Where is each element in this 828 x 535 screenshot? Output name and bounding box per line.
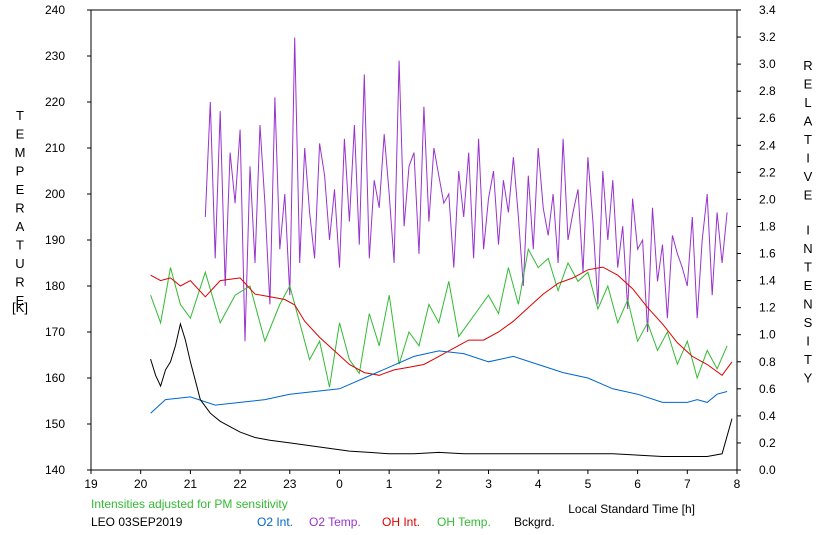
left-tick-label: 170: [45, 325, 65, 339]
series-line-o2-temp: [204, 37, 728, 342]
axis-label-letter: I: [806, 334, 810, 349]
axis-label-letter: T: [16, 238, 24, 253]
left-tick-label: 210: [45, 141, 65, 155]
left-tick-label: 240: [45, 3, 65, 17]
axis-label-letter: S: [804, 315, 813, 330]
right-tick-label: 0.4: [759, 409, 776, 423]
right-tick-label: 1.6: [759, 247, 776, 261]
axis-ticks: 1401501601701801902002102202302400.00.20…: [45, 3, 776, 491]
axis-label-letter: E: [804, 188, 813, 203]
x-tick-label: 3: [485, 477, 492, 491]
x-tick-label: 21: [184, 477, 198, 491]
right-tick-label: 0.2: [759, 436, 776, 450]
right-tick-label: 2.2: [759, 165, 776, 179]
right-tick-label: 3.0: [759, 57, 776, 71]
right-tick-label: 0.6: [759, 382, 776, 396]
series-line-oh-temp: [150, 247, 728, 388]
series-line-oh-int: [150, 266, 733, 376]
legend-o2-int: O2 Int.: [257, 515, 293, 529]
left-tick-label: 180: [45, 279, 65, 293]
axis-label-letter: E: [16, 182, 25, 197]
left-tick-label: 150: [45, 417, 65, 431]
series-line-o2-int: [150, 350, 728, 414]
x-tick-label: 19: [84, 477, 98, 491]
station-date: LEO 03SEP2019: [91, 515, 183, 529]
axis-label-letter: U: [15, 256, 24, 271]
left-tick-label: 190: [45, 233, 65, 247]
axis-label-letter: T: [804, 352, 812, 367]
axis-label-letter: I: [806, 223, 810, 238]
x-tick-label: 23: [283, 477, 297, 491]
axis-label-letter: V: [804, 169, 813, 184]
legend-oh-int: OH Int.: [382, 515, 420, 529]
x-tick-label: 6: [634, 477, 641, 491]
right-tick-label: 0.0: [759, 463, 776, 477]
right-tick-label: 1.2: [759, 301, 776, 315]
left-tick-label: 230: [45, 49, 65, 63]
x-tick-label: 7: [684, 477, 691, 491]
axis-label-letter: E: [16, 127, 25, 142]
x-tick-label: 0: [336, 477, 343, 491]
x-tick-label: 2: [436, 477, 443, 491]
x-tick-label: 4: [535, 477, 542, 491]
legend-bckgrd: Bckgrd.: [514, 515, 555, 529]
axis-label-letter: M: [15, 145, 26, 160]
x-tick-label: 22: [233, 477, 247, 491]
right-tick-label: 2.0: [759, 192, 776, 206]
axis-label-letter: T: [16, 108, 24, 123]
right-tick-label: 2.6: [759, 111, 776, 125]
right-tick-label: 2.4: [759, 138, 776, 152]
legend-o2-temp: O2 Temp.: [309, 515, 361, 529]
axis-label-letter: R: [803, 58, 812, 73]
left-tick-label: 160: [45, 371, 65, 385]
right-tick-label: 0.8: [759, 355, 776, 369]
axis-label-letter: E: [804, 278, 813, 293]
right-tick-label: 1.4: [759, 274, 776, 288]
left-tick-label: 220: [45, 95, 65, 109]
axis-label-letter: R: [15, 275, 24, 290]
x-tick-label: 8: [734, 477, 741, 491]
left-axis-unit: [K]: [12, 300, 28, 315]
right-tick-label: 3.4: [759, 3, 776, 17]
axis-label-letter: R: [15, 201, 24, 216]
axis-label-letter: A: [804, 114, 813, 129]
series-layer: [150, 37, 733, 457]
x-tick-label: 1: [386, 477, 393, 491]
axis-label-letter: N: [803, 297, 812, 312]
axis-label-letter: T: [804, 260, 812, 275]
left-tick-label: 140: [45, 463, 65, 477]
axis-label-letter: E: [16, 293, 25, 308]
axis-label-letter: A: [16, 219, 25, 234]
x-axis-label: Local Standard Time [h]: [568, 502, 695, 516]
right-tick-label: 1.0: [759, 328, 776, 342]
right-tick-label: 3.2: [759, 30, 776, 44]
axis-label-letter: Y: [804, 371, 813, 386]
legend-oh-temp: OH Temp.: [437, 515, 491, 529]
axis-label-letter: P: [16, 164, 25, 179]
axis-label-letter: I: [806, 151, 810, 166]
axis-label-letter: N: [803, 241, 812, 256]
right-tick-label: 1.8: [759, 219, 776, 233]
series-line-bckgrd: [150, 321, 733, 457]
x-tick-label: 5: [585, 477, 592, 491]
axis-label-letter: L: [804, 95, 811, 110]
axis-label-letter: E: [804, 77, 813, 92]
right-tick-label: 2.8: [759, 84, 776, 98]
pm-sensitivity-note: Intensities adjusted for PM sensitivity: [91, 497, 288, 511]
x-tick-label: 20: [134, 477, 148, 491]
axis-label-letter: T: [804, 132, 812, 147]
left-tick-label: 200: [45, 187, 65, 201]
